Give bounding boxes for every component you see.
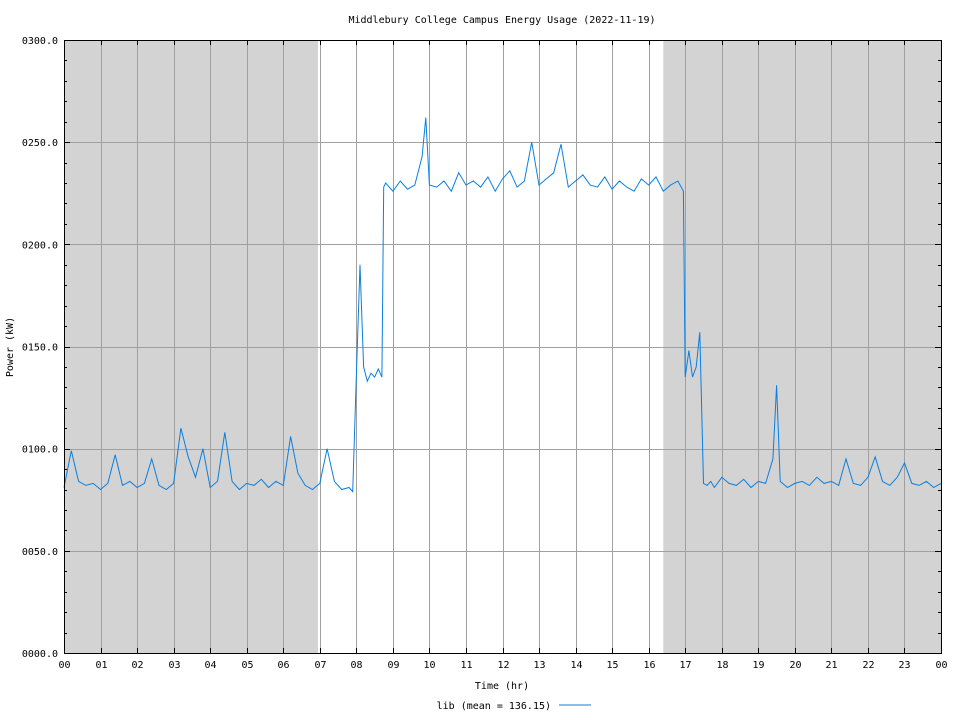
x-tick-label: 20: [789, 660, 801, 671]
x-tick-label: 18: [716, 660, 728, 671]
x-tick-label: 21: [825, 660, 837, 671]
x-tick-label: 08: [350, 660, 362, 671]
y-tick-label: 0200.0: [22, 240, 58, 251]
x-tick-label: 04: [204, 660, 216, 671]
x-tick-label: 17: [679, 660, 691, 671]
y-tick-label: 0250.0: [22, 138, 58, 149]
x-tick-label: 00: [935, 660, 947, 671]
y-tick-label: 0000.0: [22, 649, 58, 660]
y-tick-label: 0300.0: [22, 36, 58, 47]
x-tick-label: 16: [643, 660, 655, 671]
x-tick-label: 23: [898, 660, 910, 671]
x-tick-label: 14: [570, 660, 582, 671]
x-tick-label: 12: [497, 660, 509, 671]
x-tick-label: 13: [533, 660, 545, 671]
night-shade-0: [64, 40, 318, 653]
legend-label: lib (mean = 136.15): [437, 701, 551, 712]
x-tick-label: 00: [58, 660, 70, 671]
night-shading: [64, 40, 941, 653]
y-tick-label: 0100.0: [22, 445, 58, 456]
x-tick-label: 15: [606, 660, 618, 671]
x-tick-label: 03: [168, 660, 180, 671]
x-tick-label: 06: [277, 660, 289, 671]
series-layer: [63, 117, 942, 493]
x-tick-label: 09: [387, 660, 399, 671]
chart-title: Middlebury College Campus Energy Usage (…: [348, 15, 655, 26]
x-tick-label: 19: [752, 660, 764, 671]
y-tick-label: 0150.0: [22, 343, 58, 354]
y-axis-label: Power (kW): [5, 317, 16, 377]
x-tick-label: 07: [314, 660, 326, 671]
x-tick-label: 02: [131, 660, 143, 671]
axis-ticks: 00 01 02 03 04 05 06 07 08 09 10 11 12 13 14 15 16 17 18 19…: [22, 36, 948, 671]
x-tick-label: 11: [460, 660, 472, 671]
x-tick-label: 05: [241, 660, 253, 671]
x-tick-label: 10: [423, 660, 435, 671]
x-tick-label: 22: [862, 660, 874, 671]
y-tick-label: 0050.0: [22, 547, 58, 558]
series-line-0: [63, 117, 942, 493]
x-tick-label: 01: [95, 660, 107, 671]
night-shade-1: [663, 40, 941, 653]
x-axis-label: Time (hr): [475, 681, 529, 692]
